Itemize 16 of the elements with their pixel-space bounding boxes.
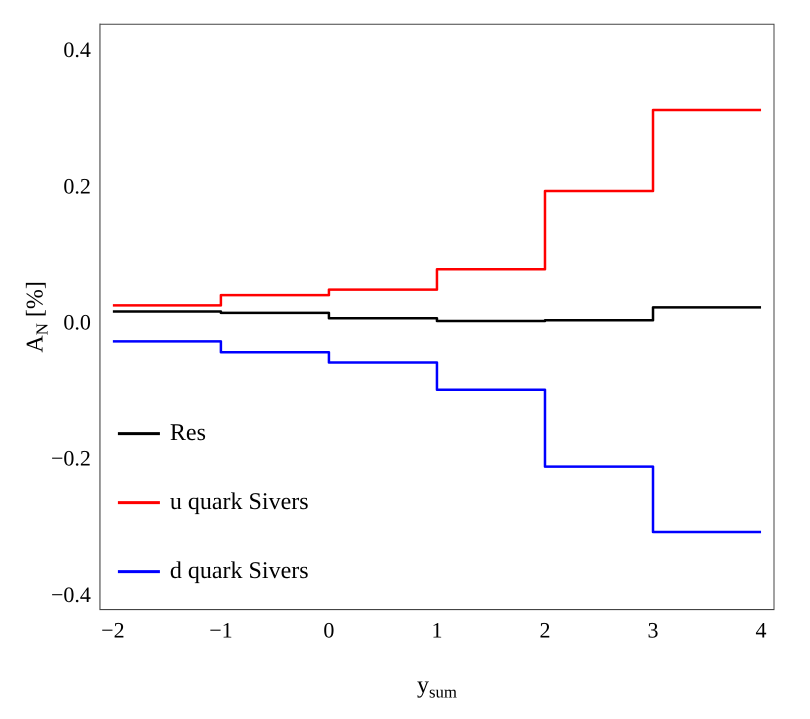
x-tick-label: 2: [539, 618, 550, 643]
legend-label: d quark Sivers: [170, 558, 309, 584]
x-tick-label: 0: [323, 618, 334, 643]
y-tick-label: 0.0: [63, 309, 91, 334]
x-tick-label: 4: [756, 618, 767, 643]
x-tick-label: −2: [101, 618, 125, 643]
x-tick-label: −1: [209, 618, 233, 643]
x-tick-label: 3: [648, 618, 659, 643]
y-axis-title: AN [%]: [22, 281, 52, 353]
legend-label: u quark Sivers: [170, 488, 309, 515]
legend-label: Res: [170, 420, 206, 446]
y-tick-label: −0.4: [50, 582, 91, 607]
y-tick-label: 0.2: [63, 173, 91, 198]
x-tick-label: 1: [431, 618, 442, 643]
y-tick-label: 0.4: [63, 37, 91, 62]
y-tick-label: −0.2: [50, 446, 91, 471]
